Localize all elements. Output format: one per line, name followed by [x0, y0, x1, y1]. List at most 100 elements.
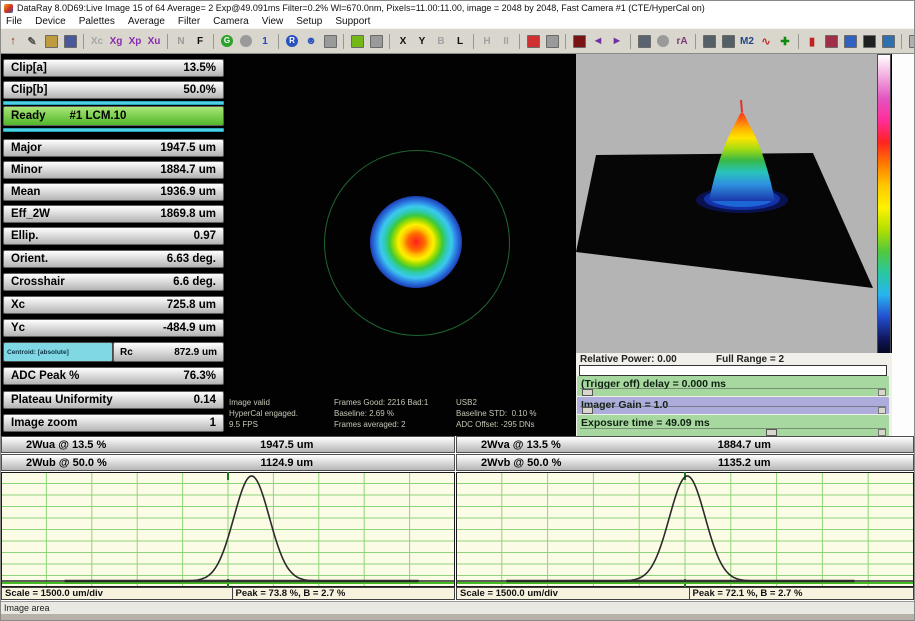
xc-mode[interactable]: Xc	[90, 35, 104, 47]
slider-2[interactable]: Exposure time = 49.09 ms	[577, 415, 889, 436]
width-result-row[interactable]: 2Wua @ 13.5 % 1947.5 um	[1, 436, 455, 453]
menu-average[interactable]: Average	[127, 16, 165, 27]
b-mode[interactable]: B	[437, 35, 445, 47]
open-file-icon[interactable]	[42, 32, 60, 50]
result-row-plateau-uniformity[interactable]: Plateau Uniformity 0.14	[3, 391, 224, 409]
menu-device[interactable]: Device	[35, 16, 66, 27]
profile-plot[interactable]	[455, 471, 914, 588]
ready-status-row[interactable]: Ready #1 LCM.10	[3, 106, 224, 126]
xp-mode[interactable]: Xp	[128, 35, 142, 47]
slider-0[interactable]: (Trigger off) delay = 0.000 ms	[577, 376, 889, 396]
scale-per-div: Scale = 1500.0 um/div	[2, 588, 233, 599]
pencil-icon[interactable]: ✎	[27, 35, 37, 48]
result-value: 1884.7 um	[160, 164, 216, 176]
width-result-row[interactable]: 2Wva @ 13.5 % 1884.7 um	[456, 436, 914, 453]
save-icon[interactable]	[61, 32, 79, 50]
thermometer-icon[interactable]: ▮	[808, 35, 816, 48]
toolbar-separator	[695, 33, 696, 49]
bars-icon[interactable]	[841, 32, 859, 50]
record-icon[interactable]: R	[283, 32, 301, 50]
slider-track[interactable]	[580, 428, 886, 436]
m2-icon[interactable]: M2	[740, 35, 754, 47]
user-icon[interactable]: ☻	[305, 35, 317, 47]
arrow-right-icon[interactable]: ►	[611, 35, 623, 47]
slider-track[interactable]	[580, 388, 886, 396]
xu-mode[interactable]: Xu	[147, 35, 161, 47]
menu-view[interactable]: View	[261, 16, 284, 27]
pause-icon[interactable]: II	[503, 35, 509, 47]
width-value: 1947.5 um	[260, 439, 314, 451]
chart-icon[interactable]	[879, 32, 897, 50]
go-button-icon[interactable]: G	[218, 32, 236, 50]
palette-colorbar[interactable]	[877, 54, 891, 361]
n-mode[interactable]: N	[177, 35, 185, 47]
beam-image-view[interactable]: Image valid HyperCal engaged. 9.5 FPS Fram…	[226, 54, 576, 436]
printer-icon[interactable]	[635, 32, 653, 50]
result-row-image-zoom[interactable]: Image zoom 1	[3, 414, 224, 432]
gray-dot-icon[interactable]	[654, 32, 672, 50]
slider-thumb[interactable]	[765, 429, 777, 436]
slider-endcap[interactable]	[878, 407, 886, 414]
slider-1[interactable]: Imager Gain = 1.0	[577, 397, 889, 414]
x-profile[interactable]: X	[399, 35, 407, 47]
menu-support[interactable]: Support	[335, 16, 371, 27]
result-row-xc[interactable]: Xc 725.8 um	[3, 296, 224, 314]
width-result-row[interactable]: 2Wvb @ 50.0 % 1135.2 um	[456, 454, 914, 471]
menu-file[interactable]: File	[6, 16, 23, 27]
slider-track[interactable]	[580, 406, 886, 414]
menu-palettes[interactable]: Palettes	[78, 16, 115, 27]
profile-plot[interactable]	[1, 471, 456, 588]
slider-thumb[interactable]	[582, 407, 594, 414]
single-frame[interactable]: 1	[262, 35, 268, 47]
status-bar: Image area	[1, 601, 914, 614]
stop-button-icon[interactable]	[237, 32, 255, 50]
camera-status-line: 9.5 FPS	[229, 420, 258, 429]
xg-mode[interactable]: Xg	[109, 35, 123, 47]
print-1-icon[interactable]	[700, 32, 718, 50]
y-profile[interactable]: Y	[418, 35, 426, 47]
result-row-minor[interactable]: Minor 1884.7 um	[3, 161, 224, 179]
slider-endcap[interactable]	[878, 389, 886, 396]
centroid-row: Centroid: [absolute] Rc 872.9 um	[3, 342, 224, 362]
dark-square-icon[interactable]	[860, 32, 878, 50]
palette-icon[interactable]	[348, 32, 366, 50]
camera-status-line: USB2	[456, 398, 477, 407]
slider-thumb[interactable]	[582, 389, 594, 396]
result-row-mean[interactable]: Mean 1936.9 um	[3, 183, 224, 201]
green-cross-icon[interactable]: ✚	[780, 35, 790, 48]
menu-setup[interactable]: Setup	[296, 16, 323, 27]
slider-endcap[interactable]	[878, 429, 886, 436]
camera-icon[interactable]	[822, 32, 840, 50]
histogram-icon[interactable]	[524, 32, 542, 50]
menu-camera[interactable]: Camera	[213, 16, 249, 27]
arrow-left-icon[interactable]: ◄	[592, 35, 604, 47]
result-row-major[interactable]: Major 1947.5 um	[3, 139, 224, 157]
up-arrow-icon[interactable]: ↑	[10, 35, 16, 47]
grid-icon[interactable]	[570, 32, 588, 50]
lock-icon[interactable]	[321, 32, 339, 50]
palette-off-icon[interactable]	[367, 32, 385, 50]
wave-icon[interactable]: ∿	[761, 35, 771, 48]
histogram-off-icon[interactable]	[543, 32, 561, 50]
result-row-orient-[interactable]: Orient. 6.63 deg.	[3, 250, 224, 268]
result-value: 1	[209, 417, 216, 429]
h-mode[interactable]: H	[483, 35, 491, 47]
beam-3d-view[interactable]	[576, 54, 877, 361]
f-mode[interactable]: F	[196, 35, 204, 47]
result-row-clip-b-[interactable]: Clip[b] 50.0%	[3, 81, 224, 99]
result-row-crosshair[interactable]: Crosshair 6.6 deg.	[3, 273, 224, 291]
toolbar-separator	[83, 33, 84, 49]
l-mode[interactable]: L	[456, 35, 464, 47]
width-result-row[interactable]: 2Wub @ 50.0 % 1124.9 um	[1, 454, 455, 471]
small-tool-1-icon[interactable]	[906, 32, 914, 50]
result-row-clip-a-[interactable]: Clip[a] 13.5%	[3, 59, 224, 77]
result-row-yc[interactable]: Yc -484.9 um	[3, 319, 224, 337]
rc-result-row[interactable]: Rc 872.9 um	[113, 342, 224, 362]
centroid-mode-button[interactable]: Centroid: [absolute]	[3, 342, 113, 362]
ra-mode[interactable]: rA	[676, 35, 688, 47]
result-row-ellip-[interactable]: Ellip. 0.97	[3, 227, 224, 245]
print-2-icon[interactable]	[719, 32, 737, 50]
result-row-eff-2w[interactable]: Eff_2W 1869.8 um	[3, 205, 224, 223]
result-row-adc-peak-[interactable]: ADC Peak % 76.3%	[3, 367, 224, 385]
menu-filter[interactable]: Filter	[177, 16, 201, 27]
